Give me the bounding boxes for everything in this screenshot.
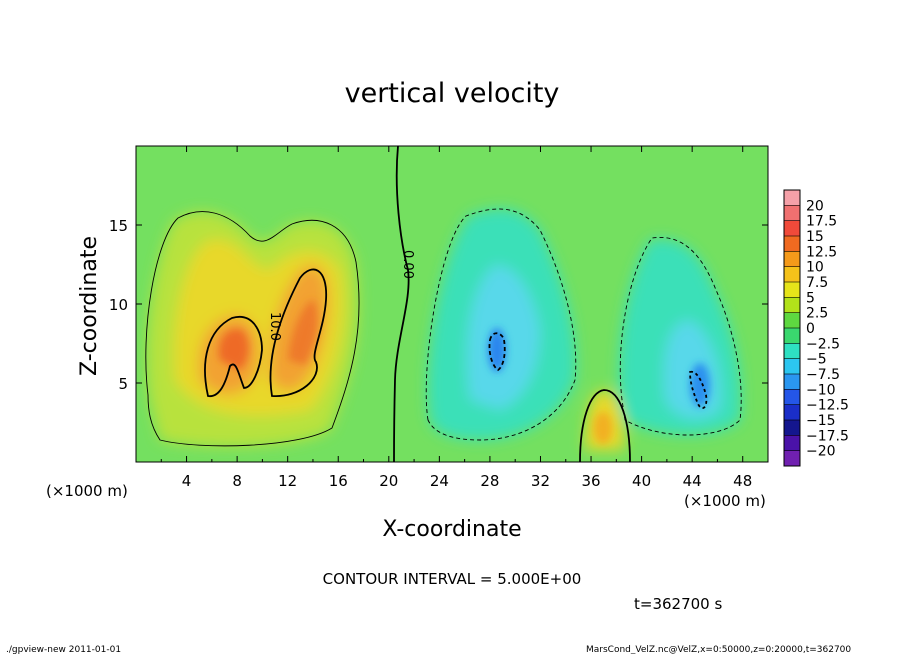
colorbar: 2017.51512.5107.552.50−2.5−5−7.5−10−12.5… (783, 189, 849, 467)
x-axis: 4 8 12 16 20 24 28 32 36 40 44 48 (160, 146, 752, 490)
colorbar-label: 2.5 (806, 306, 828, 322)
colorbar-swatch (784, 435, 800, 452)
x-axis-label: X-coordinate (382, 517, 521, 542)
colorbar-label: −20 (806, 444, 836, 460)
colorbar-swatch (784, 251, 800, 268)
colorbar-label: −17.5 (806, 428, 849, 444)
chart-title: vertical velocity (345, 78, 560, 109)
x-tick-label: 24 (430, 472, 449, 490)
colorbar-label: −7.5 (806, 367, 840, 383)
colorbar-swatch (784, 205, 800, 222)
colorbar-label: −12.5 (806, 398, 849, 414)
contour-zero-right (579, 389, 631, 462)
colorbar-label: 12.5 (806, 244, 837, 260)
time-stamp: t=362700 s (634, 595, 722, 613)
colorbar-label: −2.5 (806, 336, 840, 352)
colorbar-label: 17.5 (806, 214, 837, 230)
colorbar-label: 0 (806, 321, 815, 337)
y-axis: 5 10 15 (109, 217, 768, 393)
footer-right: MarsCond_VelZ.nc@VelZ,x=0:50000,z=0:2000… (586, 645, 851, 654)
x-tick-label: 4 (182, 472, 192, 490)
y-tick-label: 5 (118, 375, 128, 393)
colorbar-swatch (784, 450, 800, 467)
y-tick-label: 10 (109, 296, 128, 314)
contours (145, 146, 742, 462)
colorbar-swatch (784, 282, 800, 298)
contour-interval: CONTOUR INTERVAL = 5.000E+00 (323, 570, 582, 588)
x-tick-label: 44 (683, 472, 702, 490)
hot-core-b (288, 300, 318, 365)
footer-left: ./gpview-new 2011-01-01 (6, 645, 121, 654)
colorbar-swatch (784, 220, 800, 237)
colorbar-swatch (784, 236, 800, 252)
colorbar-swatch (784, 312, 800, 329)
contour-neg10-a (488, 332, 506, 372)
x-units-right: (×1000 m) (684, 492, 766, 510)
colorbar-label: 15 (806, 229, 824, 245)
x-tick-label: 12 (278, 472, 297, 490)
colorbar-swatch (784, 358, 800, 375)
warm-core-right (594, 412, 612, 444)
colorbar-swatch (784, 266, 800, 283)
colorbar-label: −5 (806, 352, 827, 368)
colorbar-swatch (784, 389, 800, 406)
contour-label-zero: 0.00 (400, 250, 415, 279)
x-tick-label: 8 (232, 472, 242, 490)
x-tick-label: 20 (379, 472, 398, 490)
contour-neg-b (619, 236, 742, 436)
colorbar-label: −15 (806, 413, 836, 429)
x-tick-label: 16 (329, 472, 348, 490)
cold-core-b (690, 363, 710, 407)
colorbar-swatch (784, 420, 800, 436)
contour-neg-a (425, 208, 577, 441)
x-tick-label: 28 (480, 472, 499, 490)
contour-zero-left (145, 211, 360, 447)
colorbar-label: 20 (806, 198, 824, 214)
contour-label-ten: 10.0 (267, 312, 282, 341)
contour-zero-divider (393, 146, 410, 462)
colorbar-swatch (784, 374, 800, 390)
contour-10-left-a (204, 315, 263, 397)
x-units-left: (×1000 m) (46, 482, 128, 500)
colorbar-swatch (784, 297, 800, 314)
colorbar-swatch (784, 404, 800, 421)
colorbar-swatch (784, 343, 800, 360)
colorbar-label: 7.5 (806, 275, 828, 291)
x-tick-label: 36 (581, 472, 600, 490)
colorbar-label: −10 (806, 382, 836, 398)
x-tick-label: 40 (632, 472, 651, 490)
colorbar-swatch (784, 190, 800, 206)
y-tick-label: 15 (109, 217, 128, 235)
contour-10-left-b (269, 268, 327, 397)
colorbar-swatch (784, 328, 800, 344)
contour-neg10-b (689, 370, 708, 409)
x-tick-label: 32 (531, 472, 550, 490)
colorbar-label: 5 (806, 290, 815, 306)
hot-core-a (218, 329, 249, 370)
velocity-cores (218, 300, 710, 444)
plot-area (136, 146, 768, 462)
colorbar-label: 10 (806, 260, 824, 276)
y-axis-label: Z-coordinate (77, 236, 102, 376)
x-tick-label: 48 (733, 472, 752, 490)
cold-core-a (488, 328, 506, 372)
